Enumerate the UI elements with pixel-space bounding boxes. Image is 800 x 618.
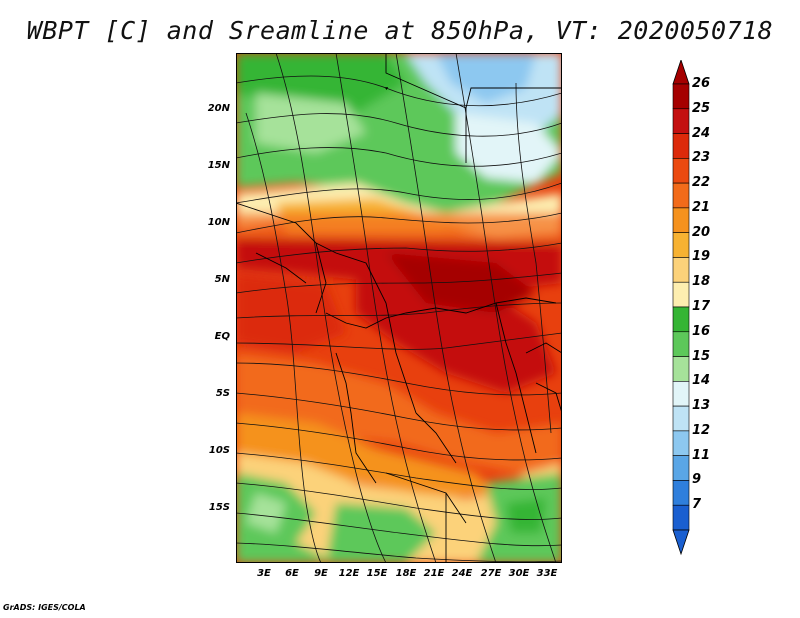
credit-text: GrADS: IGES/COLA [3, 603, 86, 612]
lat-label: 15S [208, 502, 230, 513]
colorbar-swatch [672, 430, 690, 456]
wbpt-map [236, 53, 562, 563]
colorbar-swatch [672, 158, 690, 184]
colorbar-max-arrow [672, 60, 690, 85]
colorbar-tick-label: 17 [692, 299, 711, 314]
colorbar-tick-label: 23 [692, 150, 711, 166]
country-borders [236, 53, 562, 563]
lat-label: 20N [207, 103, 230, 114]
colorbar-tick-label: 21 [692, 199, 711, 215]
lat-label: 10N [207, 217, 230, 228]
colorbar-tick-label: 22 [692, 175, 711, 191]
colorbar-swatch [672, 257, 690, 283]
lat-label: 15N [207, 160, 230, 171]
colorbar-swatch [672, 232, 690, 258]
lon-label: 24E [451, 568, 473, 579]
chart-title: WBPT [C] and Sreamline at 850hPa, VT: 20… [26, 16, 774, 45]
colorbar-swatch [672, 356, 690, 382]
colorbar-swatch [672, 381, 690, 407]
colorbar-swatch [672, 281, 690, 308]
colorbar-tick-label: 24 [692, 125, 711, 141]
colorbar-swatch [672, 306, 690, 333]
wbpt-shading [236, 53, 562, 563]
colorbar-tick-label: 7 [692, 497, 702, 513]
colorbar-swatch [672, 108, 690, 134]
lon-label: 30E [508, 568, 530, 579]
colorbar-tick-label: 20 [692, 224, 711, 240]
colorbar-swatch [672, 480, 690, 506]
colorbar-tick-label: 11 [692, 447, 711, 463]
lon-label: 6E [285, 568, 299, 579]
colorbar-swatch [672, 331, 690, 357]
map-frame [236, 53, 562, 563]
colorbar-tick-label: 14 [692, 373, 711, 389]
lat-label: 10S [208, 445, 230, 456]
lat-label: EQ [214, 331, 230, 342]
colorbar-tick-label: 12 [692, 422, 711, 438]
lat-label: 5S [215, 388, 230, 399]
lon-label: 27E [480, 568, 502, 579]
colorbar-swatch [672, 455, 690, 481]
map-panel [236, 53, 562, 563]
lon-label: 33E [536, 568, 558, 579]
colorbar-swatch [672, 133, 690, 159]
lon-label: 3E [257, 568, 271, 579]
colorbar-tick-label: 26 [692, 76, 711, 91]
lon-label: 15E [366, 568, 388, 579]
lon-label: 18E [395, 568, 417, 579]
colorbar-tick-label: 16 [692, 323, 711, 339]
lon-label: 9E [314, 568, 328, 579]
colorbar-swatch [672, 207, 690, 233]
colorbar-min-arrow [672, 529, 690, 556]
lon-label: 21E [423, 568, 445, 579]
colorbar-tick-label: 19 [692, 249, 711, 265]
colorbar-swatch [672, 83, 690, 110]
lon-label: 12E [338, 568, 360, 579]
colorbar [672, 60, 690, 556]
colorbar-tick-label: 9 [692, 472, 702, 488]
colorbar-tick-label: 18 [692, 274, 711, 290]
colorbar-swatch [672, 405, 690, 432]
colorbar-swatch [672, 504, 690, 531]
colorbar-tick-label: 15 [692, 348, 711, 364]
lat-label: 5N [214, 274, 230, 285]
colorbar-tick-label: 13 [692, 398, 711, 414]
colorbar-tick-label: 25 [692, 100, 711, 116]
colorbar-swatch [672, 182, 690, 209]
